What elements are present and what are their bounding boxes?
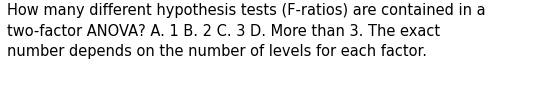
Text: How many different hypothesis tests (F-ratios) are contained in a
two-factor ANO: How many different hypothesis tests (F-r…	[7, 3, 485, 59]
